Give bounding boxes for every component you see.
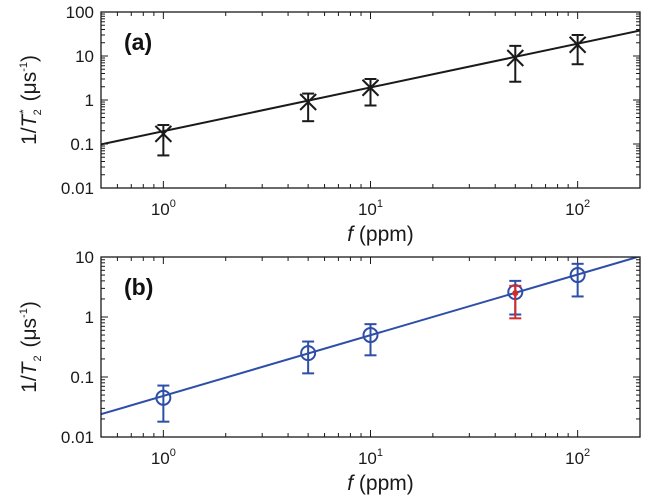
x-tick-base: 10 xyxy=(151,449,170,468)
data-point xyxy=(569,267,586,284)
axis-ticks xyxy=(100,256,641,438)
marker-stroke xyxy=(154,125,173,143)
marker-stroke xyxy=(568,36,587,54)
y-axis-label-superscript: * xyxy=(18,109,30,114)
x-axis-label: f (ppm) xyxy=(347,223,414,246)
x-axis-label-symbol: f xyxy=(347,472,355,495)
y-tick-label: 10 xyxy=(75,47,94,66)
error-bar xyxy=(509,44,522,83)
y-axis-label-unit: (μs xyxy=(18,318,41,353)
x-tick-base: 10 xyxy=(151,200,170,219)
y-axis-label-prefix: 1/ xyxy=(18,375,41,393)
y-axis-label: 1/T2 (μs-1) xyxy=(18,301,44,393)
y-tick-label: 0.1 xyxy=(70,368,94,387)
data-point xyxy=(362,327,379,344)
marker-stroke xyxy=(506,49,524,67)
marker-stroke xyxy=(361,79,380,97)
error-bar xyxy=(571,262,584,298)
y-axis-label-subscript: 2 xyxy=(32,355,44,361)
y-axis-label-symbol: T xyxy=(18,360,41,375)
x-tick-exponent: 2 xyxy=(584,447,590,459)
x-tick-label: 100 xyxy=(151,447,176,468)
y-tick-label: 0.01 xyxy=(61,179,94,198)
error-bar xyxy=(571,34,584,66)
data-point xyxy=(155,389,172,406)
y-tick-label: 0.1 xyxy=(70,135,94,154)
x-tick-label: 101 xyxy=(358,198,383,219)
x-tick-label: 101 xyxy=(358,447,383,468)
y-axis-label-subscript: 2 xyxy=(32,109,44,115)
data-point xyxy=(154,125,173,143)
x-tick-base: 10 xyxy=(565,449,584,468)
x-tick-exponent: 2 xyxy=(584,198,590,210)
x-tick-base: 10 xyxy=(358,200,377,219)
x-tick-label: 100 xyxy=(151,198,176,219)
data-point xyxy=(300,345,317,362)
plot-frame xyxy=(100,11,641,189)
data-point xyxy=(506,49,524,67)
error-bar xyxy=(302,92,315,123)
x-tick-exponent: 1 xyxy=(377,198,383,210)
series-data xyxy=(154,34,587,157)
x-axis-label-symbol: f xyxy=(347,223,355,246)
panel-label: (b) xyxy=(124,274,153,300)
x-axis-label: f (ppm) xyxy=(347,472,414,495)
data-point xyxy=(361,79,380,97)
y-axis-label-symbol: T xyxy=(18,112,41,127)
y-axis-label: 1/T* 2 (μs-1) xyxy=(18,55,44,145)
y-axis-label-close: ) xyxy=(18,55,41,62)
panel-label: (a) xyxy=(124,29,152,55)
data-point xyxy=(512,290,519,297)
error-bar xyxy=(364,78,377,107)
x-tick-base: 10 xyxy=(358,449,377,468)
y-axis-label-prefix: 1/ xyxy=(18,127,41,145)
x-tick-base: 10 xyxy=(565,200,584,219)
plot-frame xyxy=(100,256,641,438)
plot-area xyxy=(101,29,640,157)
series-highlight xyxy=(509,284,522,320)
y-axis-label-close: ) xyxy=(18,301,41,308)
x-axis-label-unit: (ppm) xyxy=(353,472,414,495)
plot-area xyxy=(101,257,640,423)
y-tick-label: 100 xyxy=(66,3,94,22)
x-tick-exponent: 0 xyxy=(170,447,176,459)
data-point xyxy=(568,36,587,54)
data-point xyxy=(299,93,317,111)
y-axis-label-unit: (μs xyxy=(18,72,41,107)
x-tick-exponent: 1 xyxy=(377,447,383,459)
error-bar xyxy=(157,124,170,157)
marker-stroke xyxy=(299,93,317,111)
x-tick-label: 102 xyxy=(565,198,590,219)
y-axis-label-unit-exponent: -1 xyxy=(18,62,30,72)
x-tick-exponent: 0 xyxy=(170,198,176,210)
y-tick-label: 0.01 xyxy=(61,428,94,447)
x-tick-label: 102 xyxy=(565,447,590,468)
y-tick-label: 1 xyxy=(85,91,94,110)
y-axis-label-unit-exponent: -1 xyxy=(18,308,30,318)
error-bar xyxy=(364,323,377,357)
y-tick-label: 10 xyxy=(75,248,94,267)
x-axis-label-unit: (ppm) xyxy=(353,223,414,246)
y-tick-label: 1 xyxy=(85,308,94,327)
series-data xyxy=(155,262,586,423)
